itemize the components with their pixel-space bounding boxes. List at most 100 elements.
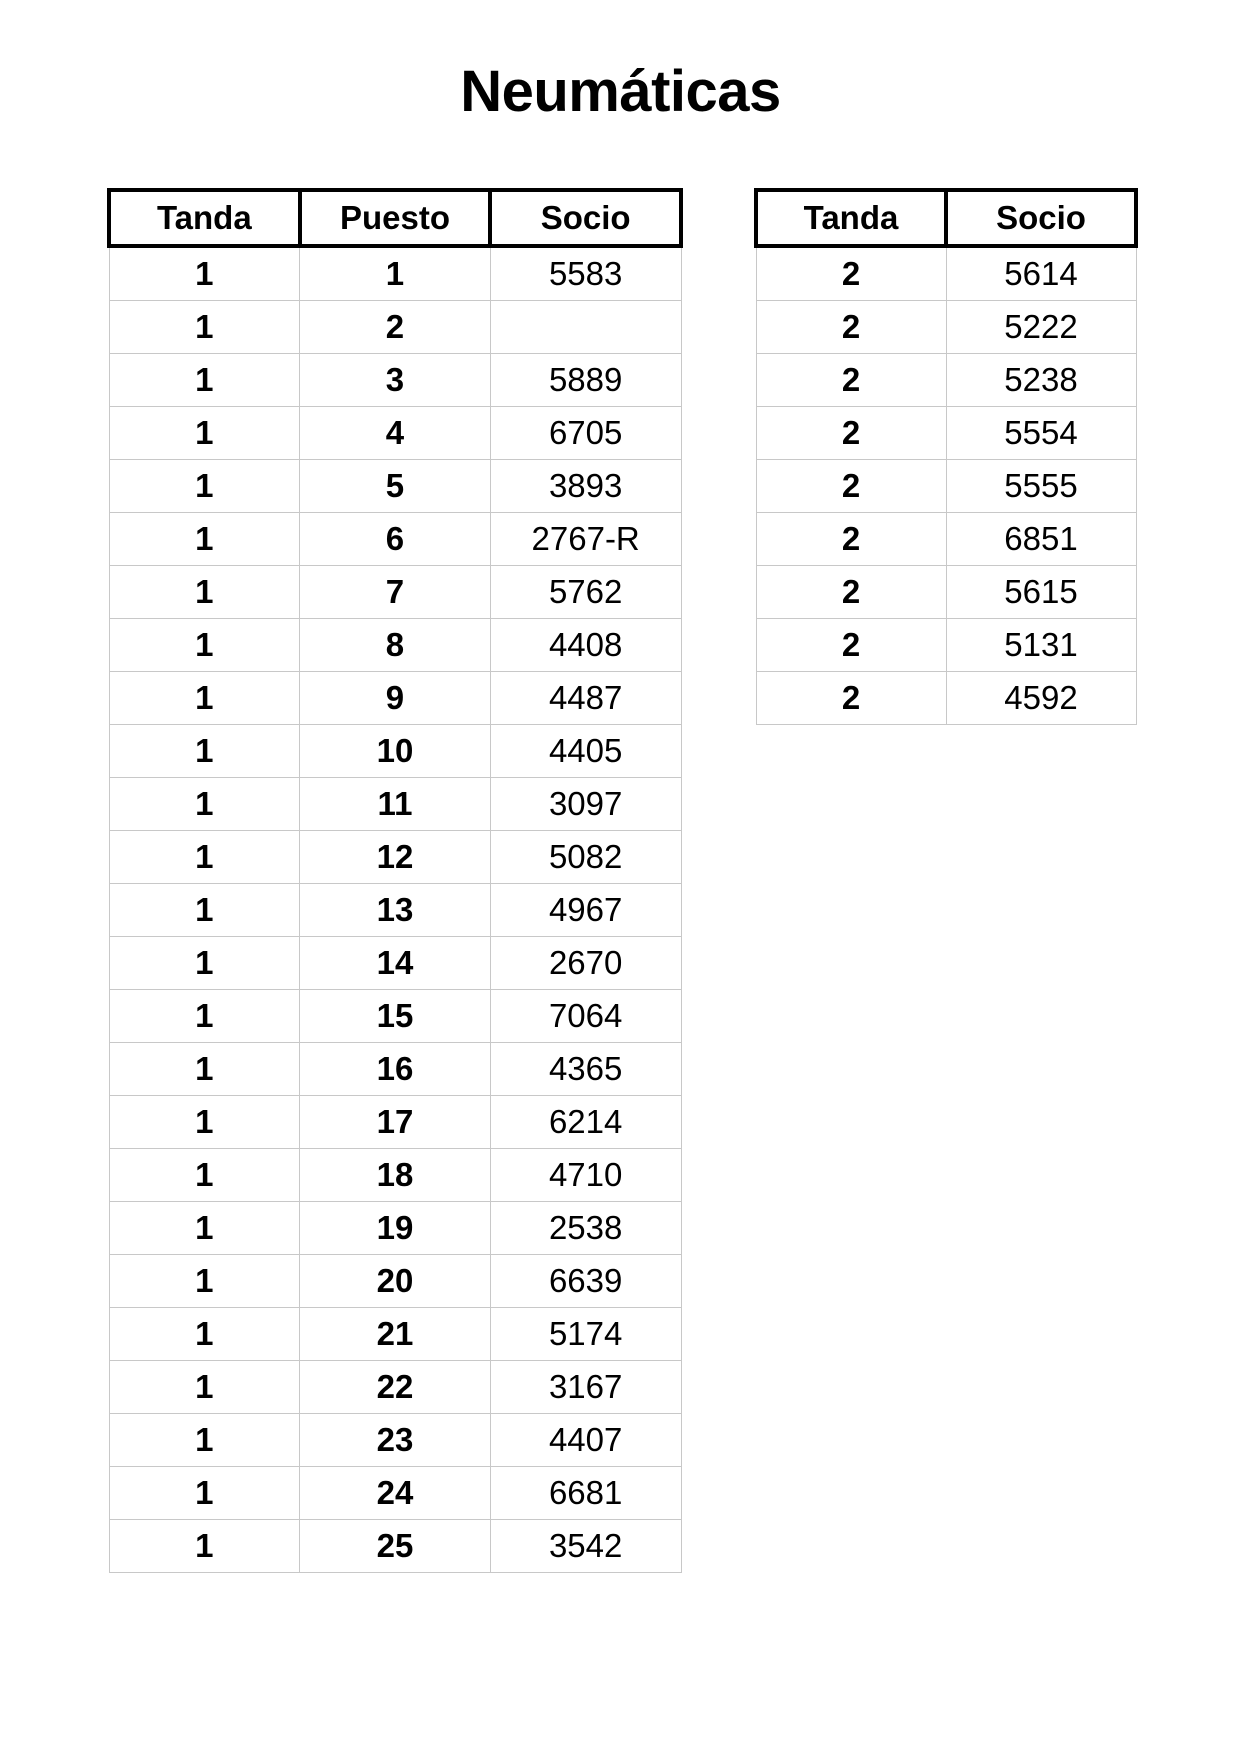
table-row: 1 3 5889 bbox=[108, 353, 682, 407]
table-row: 2 5131 bbox=[755, 618, 1137, 672]
cell-puesto: 5 bbox=[299, 459, 491, 513]
cell-socio: 6214 bbox=[489, 1095, 682, 1149]
table-row: 1 20 6639 bbox=[108, 1254, 682, 1308]
cell-puesto: 8 bbox=[299, 618, 491, 672]
table-row: 1 4 6705 bbox=[108, 406, 682, 460]
table-row: 2 5222 bbox=[755, 300, 1137, 354]
cell-socio: 5174 bbox=[489, 1307, 682, 1361]
cell-socio: 3893 bbox=[489, 459, 682, 513]
cell-tanda: 2 bbox=[755, 671, 947, 725]
cell-puesto: 2 bbox=[299, 300, 491, 354]
cell-puesto: 7 bbox=[299, 565, 491, 619]
column-header-tanda: Tanda bbox=[107, 188, 302, 248]
cell-tanda: 1 bbox=[108, 830, 301, 884]
cell-tanda: 1 bbox=[108, 565, 301, 619]
cell-socio: 4365 bbox=[489, 1042, 682, 1096]
table-row: 1 14 2670 bbox=[108, 936, 682, 990]
cell-socio: 3542 bbox=[489, 1519, 682, 1573]
cell-puesto: 23 bbox=[299, 1413, 491, 1467]
table-row: 2 5555 bbox=[755, 459, 1137, 513]
cell-tanda: 2 bbox=[755, 618, 947, 672]
cell-socio: 7064 bbox=[489, 989, 682, 1043]
column-header-socio: Socio bbox=[944, 188, 1138, 248]
table-row: 1 8 4408 bbox=[108, 618, 682, 672]
table-row: 2 5614 bbox=[755, 245, 1137, 301]
table-row: 1 16 4365 bbox=[108, 1042, 682, 1096]
table-row: 1 23 4407 bbox=[108, 1413, 682, 1467]
tanda-2-table: Tanda Socio 2 5614 2 5222 2 5238 2 5554 2 5555 2 685… bbox=[754, 188, 1138, 725]
cell-socio: 5583 bbox=[489, 245, 682, 301]
cell-tanda: 1 bbox=[108, 1413, 301, 1467]
cell-socio: 6851 bbox=[945, 512, 1137, 566]
cell-socio: 4407 bbox=[489, 1413, 682, 1467]
table-row: 1 10 4405 bbox=[108, 724, 682, 778]
cell-socio: 4408 bbox=[489, 618, 682, 672]
cell-socio: 4967 bbox=[489, 883, 682, 937]
table-row: 1 13 4967 bbox=[108, 883, 682, 937]
table-row: 2 4592 bbox=[755, 671, 1137, 725]
table-row: 1 6 2767-R bbox=[108, 512, 682, 566]
cell-puesto: 3 bbox=[299, 353, 491, 407]
cell-tanda: 1 bbox=[108, 1254, 301, 1308]
cell-tanda: 1 bbox=[108, 777, 301, 831]
column-header-tanda: Tanda bbox=[754, 188, 948, 248]
cell-tanda: 1 bbox=[108, 406, 301, 460]
cell-tanda: 2 bbox=[755, 459, 947, 513]
cell-puesto: 6 bbox=[299, 512, 491, 566]
cell-tanda: 1 bbox=[108, 1466, 301, 1520]
cell-socio bbox=[489, 300, 682, 354]
cell-tanda: 1 bbox=[108, 459, 301, 513]
cell-socio: 6705 bbox=[489, 406, 682, 460]
cell-puesto: 15 bbox=[299, 989, 491, 1043]
cell-socio: 4487 bbox=[489, 671, 682, 725]
cell-puesto: 12 bbox=[299, 830, 491, 884]
table-row: 1 1 5583 bbox=[108, 245, 682, 301]
table-row: 1 22 3167 bbox=[108, 1360, 682, 1414]
cell-socio: 4592 bbox=[945, 671, 1137, 725]
cell-tanda: 1 bbox=[108, 1201, 301, 1255]
cell-socio: 3167 bbox=[489, 1360, 682, 1414]
cell-socio: 4405 bbox=[489, 724, 682, 778]
table-row: 2 5615 bbox=[755, 565, 1137, 619]
cell-puesto: 1 bbox=[299, 245, 491, 301]
cell-puesto: 21 bbox=[299, 1307, 491, 1361]
cell-tanda: 1 bbox=[108, 1360, 301, 1414]
cell-tanda: 1 bbox=[108, 724, 301, 778]
cell-tanda: 1 bbox=[108, 512, 301, 566]
cell-socio: 6639 bbox=[489, 1254, 682, 1308]
column-header-socio: Socio bbox=[488, 188, 683, 248]
cell-puesto: 16 bbox=[299, 1042, 491, 1096]
cell-tanda: 1 bbox=[108, 1307, 301, 1361]
cell-puesto: 10 bbox=[299, 724, 491, 778]
cell-socio: 2767-R bbox=[489, 512, 682, 566]
cell-puesto: 9 bbox=[299, 671, 491, 725]
cell-socio: 2670 bbox=[489, 936, 682, 990]
cell-puesto: 22 bbox=[299, 1360, 491, 1414]
table-row: 1 15 7064 bbox=[108, 989, 682, 1043]
cell-puesto: 4 bbox=[299, 406, 491, 460]
table-row: 1 21 5174 bbox=[108, 1307, 682, 1361]
page-title: Neumáticas bbox=[460, 59, 781, 124]
cell-tanda: 1 bbox=[108, 671, 301, 725]
cell-tanda: 2 bbox=[755, 245, 947, 301]
cell-puesto: 18 bbox=[299, 1148, 491, 1202]
cell-tanda: 1 bbox=[108, 936, 301, 990]
cell-puesto: 25 bbox=[299, 1519, 491, 1573]
cell-socio: 2538 bbox=[489, 1201, 682, 1255]
cell-socio: 5889 bbox=[489, 353, 682, 407]
cell-socio: 5762 bbox=[489, 565, 682, 619]
cell-socio: 5238 bbox=[945, 353, 1137, 407]
cell-socio: 5555 bbox=[945, 459, 1137, 513]
cell-tanda: 1 bbox=[108, 245, 301, 301]
cell-tanda: 1 bbox=[108, 1148, 301, 1202]
cell-socio: 5615 bbox=[945, 565, 1137, 619]
cell-puesto: 20 bbox=[299, 1254, 491, 1308]
cell-socio: 5082 bbox=[489, 830, 682, 884]
cell-tanda: 2 bbox=[755, 300, 947, 354]
cell-socio: 5614 bbox=[945, 245, 1137, 301]
cell-puesto: 24 bbox=[299, 1466, 491, 1520]
cell-tanda: 1 bbox=[108, 989, 301, 1043]
table-row: 2 6851 bbox=[755, 512, 1137, 566]
cell-tanda: 1 bbox=[108, 618, 301, 672]
